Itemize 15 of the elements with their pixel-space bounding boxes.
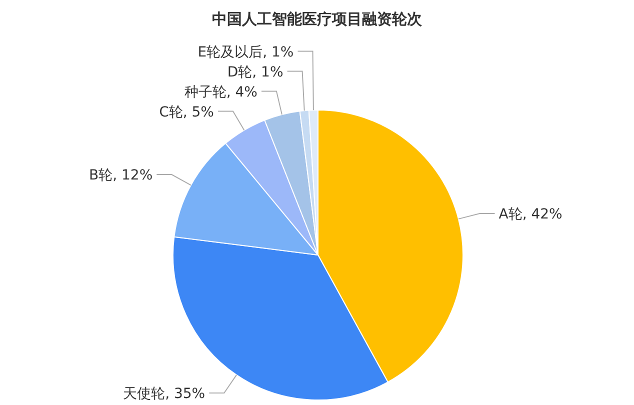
slice-label: B轮 (89, 168, 113, 184)
data-label: , 4% (226, 84, 258, 100)
chart-title: 中国人工智能医疗项目融资轮次 (212, 10, 423, 28)
slice-label: A轮 (498, 206, 522, 222)
data-label: , 1% (262, 44, 294, 60)
slice-label: D轮 (227, 64, 252, 80)
slice-label: C轮 (159, 104, 183, 120)
data-label: , 5% (182, 104, 214, 120)
data-label: , 35% (165, 386, 206, 402)
slice-label: E轮及以后 (198, 44, 263, 60)
slice-label: 天使轮 (123, 386, 166, 402)
data-label: , 1% (252, 64, 284, 80)
data-label: , 12% (112, 168, 153, 184)
slice-label: 种子轮 (184, 84, 226, 100)
data-label: , 42% (522, 206, 562, 222)
